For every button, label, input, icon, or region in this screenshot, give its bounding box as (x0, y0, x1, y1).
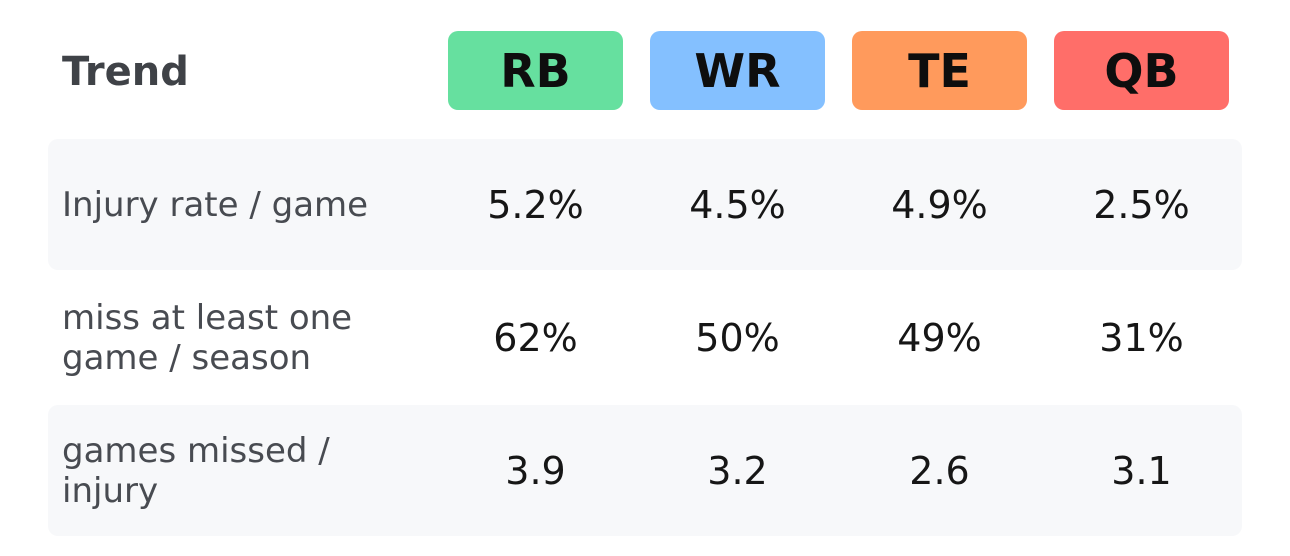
position-badge-rb: RB (448, 31, 623, 110)
table-title: Trend (62, 49, 189, 95)
position-badge-qb: QB (1054, 31, 1229, 110)
row-label-line: game / season (62, 337, 312, 378)
row-label-line: injury (62, 470, 159, 511)
table-row-injury-rate: Injury rate / game 5.2% 4.5% 4.9% 2.5% (48, 139, 1242, 270)
cell-wr: 4.5% (689, 182, 786, 227)
cell-rb: 5.2% (487, 182, 584, 227)
row-label-line: miss at least one (62, 297, 353, 338)
cell-rb: 62% (493, 315, 578, 360)
row-label-line: games missed / (62, 430, 330, 471)
row-label: miss at least one game / season (62, 272, 422, 403)
row-label-line: Injury rate / game (62, 184, 369, 225)
cell-rb: 3.9 (505, 448, 566, 493)
cell-qb: 31% (1099, 315, 1184, 360)
row-label: Injury rate / game (62, 139, 422, 270)
cell-te: 2.6 (909, 448, 970, 493)
table-row-miss-one-game: miss at least one game / season 62% 50% … (48, 272, 1242, 403)
cell-wr: 50% (695, 315, 780, 360)
table-row-games-missed: games missed / injury 3.9 3.2 2.6 3.1 (48, 405, 1242, 536)
cell-te: 4.9% (891, 182, 988, 227)
cell-qb: 2.5% (1093, 182, 1190, 227)
cell-te: 49% (897, 315, 982, 360)
position-badge-te: TE (852, 31, 1027, 110)
row-label: games missed / injury (62, 405, 422, 536)
position-badge-wr: WR (650, 31, 825, 110)
cell-qb: 3.1 (1111, 448, 1172, 493)
cell-wr: 3.2 (707, 448, 768, 493)
